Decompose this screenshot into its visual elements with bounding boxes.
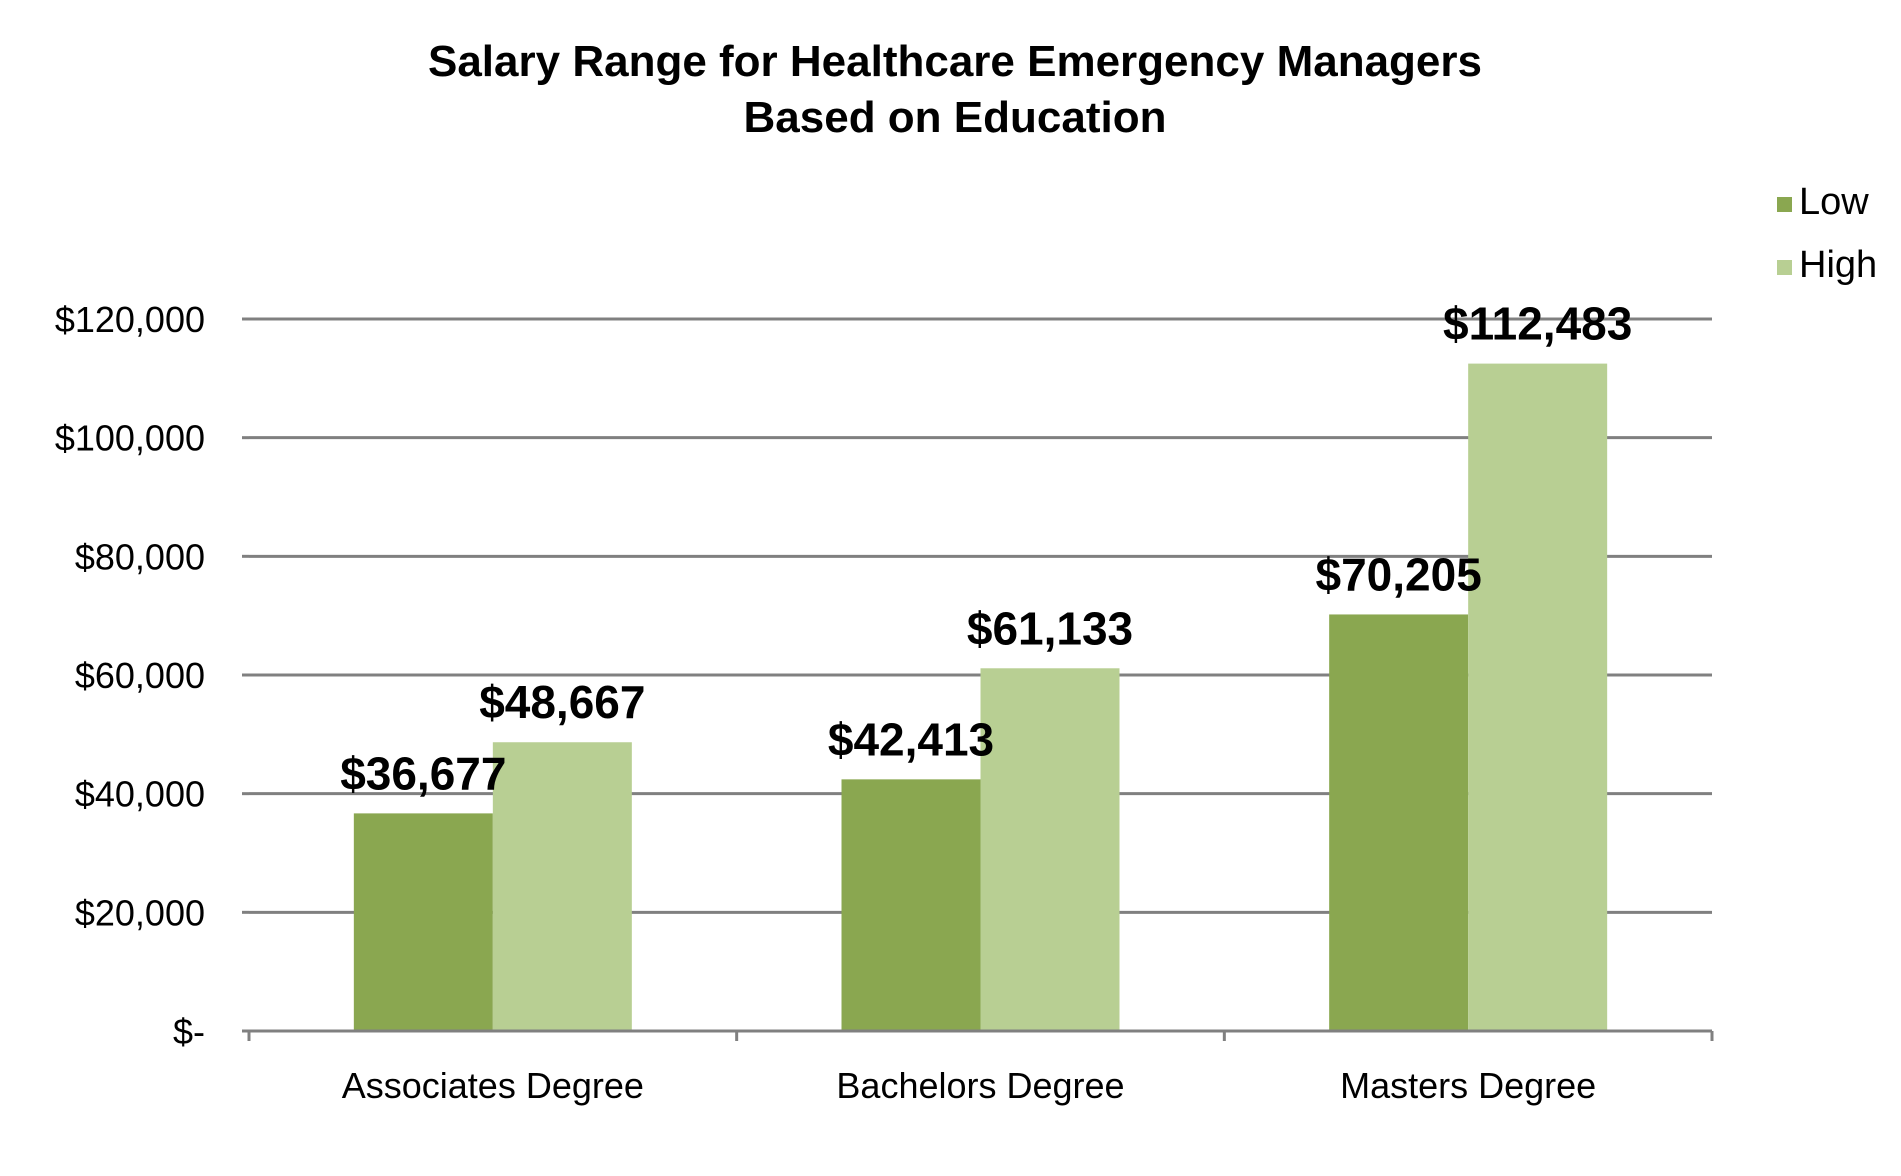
bars bbox=[353, 363, 1608, 1032]
legend-label: Low bbox=[1799, 181, 1869, 223]
bar-high bbox=[1468, 363, 1608, 1032]
y-tick-label: $40,000 bbox=[75, 774, 205, 815]
data-label: $61,133 bbox=[967, 602, 1133, 654]
y-axis-tick-labels: $- $20,000 $40,000 $60,000 $80,000 $100,000 $1… bbox=[55, 299, 205, 1052]
y-tick-label: $60,000 bbox=[75, 655, 205, 696]
chart-title-line-2: Based on Education bbox=[744, 93, 1167, 142]
chart-title: Salary Range for Healthcare Emergency Ma… bbox=[428, 37, 1482, 142]
data-labels: $36,677 $42,413 $70,205 $48,667 $61,133 $112,… bbox=[340, 298, 1632, 800]
category-label: Masters Degree bbox=[1340, 1065, 1596, 1106]
bar-low bbox=[841, 779, 981, 1031]
x-axis bbox=[247, 1029, 1714, 1041]
chart-title-line-1: Salary Range for Healthcare Emergency Ma… bbox=[428, 37, 1482, 86]
bar-low bbox=[353, 813, 493, 1031]
legend-label: High bbox=[1799, 244, 1877, 286]
y-tick-label: $80,000 bbox=[75, 536, 205, 577]
bar-high bbox=[492, 742, 632, 1031]
bar-high bbox=[980, 668, 1120, 1031]
legend: Low High bbox=[1777, 181, 1877, 286]
data-label: $42,413 bbox=[828, 713, 994, 765]
data-label: $36,677 bbox=[340, 747, 506, 799]
category-label: Associates Degree bbox=[342, 1065, 644, 1106]
y-tick-label: $120,000 bbox=[55, 299, 205, 340]
data-label: $48,667 bbox=[479, 676, 645, 728]
x-axis-category-labels: Associates Degree Bachelors Degree Masters… bbox=[342, 1065, 1596, 1106]
data-label: $70,205 bbox=[1316, 548, 1482, 600]
y-tick-label: $20,000 bbox=[75, 892, 205, 933]
category-label: Bachelors Degree bbox=[836, 1065, 1124, 1106]
data-label: $112,483 bbox=[1443, 298, 1632, 350]
y-tick-label: $100,000 bbox=[55, 418, 205, 459]
legend-swatch-high bbox=[1777, 260, 1792, 275]
y-tick-label: $- bbox=[173, 1011, 205, 1052]
legend-swatch-low bbox=[1777, 197, 1792, 212]
bar-low bbox=[1329, 614, 1469, 1031]
